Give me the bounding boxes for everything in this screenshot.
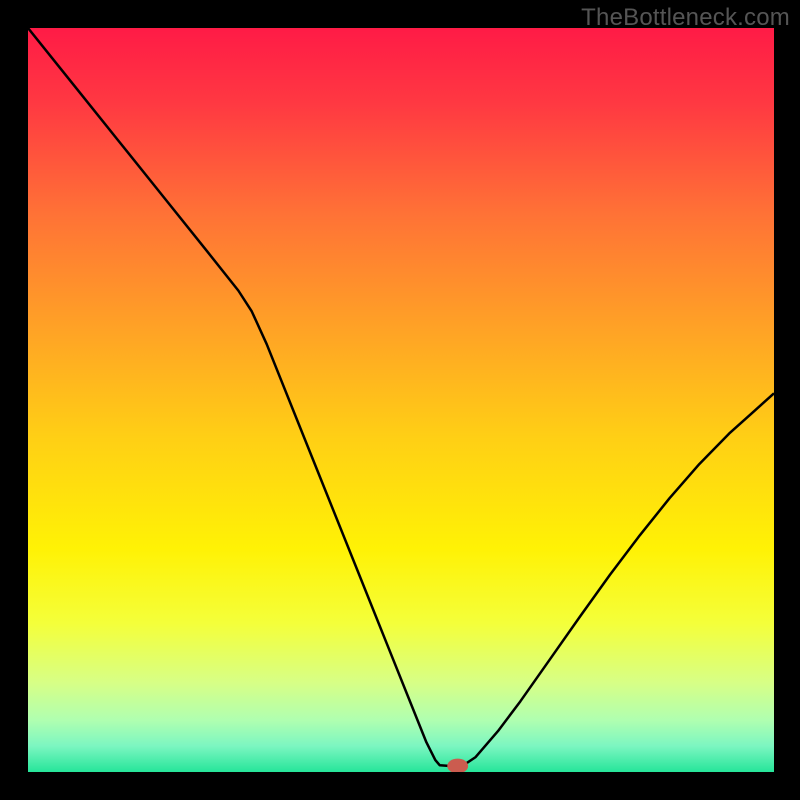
chart-svg (28, 28, 774, 772)
chart-background (28, 28, 774, 772)
chart-plot-area (28, 28, 774, 772)
chart-frame: TheBottleneck.com (0, 0, 800, 800)
watermark-text: TheBottleneck.com (581, 4, 790, 32)
